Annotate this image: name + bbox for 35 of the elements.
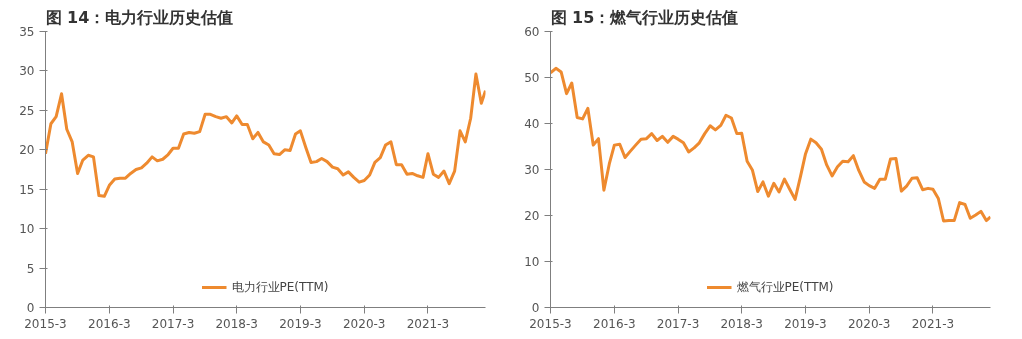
x-tick-label: 2018-3 <box>720 316 763 331</box>
chart-title: 图 15：燃气行业历史估值 <box>550 7 739 27</box>
x-tick-label: 2017-3 <box>656 316 700 331</box>
x-tick-label: 2017-3 <box>151 316 195 331</box>
line-series <box>550 66 991 223</box>
x-tick-label: 2021-3 <box>911 316 955 331</box>
x-tick-label: 2020-3 <box>343 316 386 331</box>
y-tick-label: 20 <box>19 143 35 158</box>
x-tick-label: 2016-3 <box>88 316 131 331</box>
line-series <box>45 72 486 198</box>
x-tick-label: 2015-3 <box>24 316 67 331</box>
y-tick-label: 30 <box>19 64 35 79</box>
y-tick-label: 5 <box>26 261 35 276</box>
x-tick-label: 2019-3 <box>279 316 322 331</box>
y-tick-label: 50 <box>524 71 540 85</box>
y-tick-label: 60 <box>524 25 540 39</box>
legend-label: 电力行业PE(TTM) <box>231 278 329 296</box>
y-tick-label: 0 <box>26 301 35 315</box>
y-tick-label: 10 <box>524 255 540 269</box>
chart-title: 图 14：电力行业历史估值 <box>45 7 234 27</box>
y-tick-label: 25 <box>19 103 35 118</box>
x-tick-label: 2021-3 <box>406 316 450 331</box>
x-tick-label: 2020-3 <box>848 316 891 331</box>
legend-label: 燃气行业PE(TTM) <box>736 278 834 296</box>
y-tick-label: 30 <box>524 163 540 177</box>
y-tick-label: 0 <box>531 301 540 315</box>
x-tick-label: 2016-3 <box>593 316 636 331</box>
x-tick-label: 2015-3 <box>529 316 572 331</box>
x-tick-label: 2018-3 <box>215 316 258 331</box>
y-tick-label: 15 <box>19 182 35 197</box>
y-tick-label: 10 <box>19 222 35 237</box>
y-tick-label: 35 <box>19 25 35 39</box>
y-tick-label: 40 <box>524 117 540 131</box>
x-tick-label: 2019-3 <box>784 316 827 331</box>
y-tick-label: 20 <box>524 209 540 223</box>
